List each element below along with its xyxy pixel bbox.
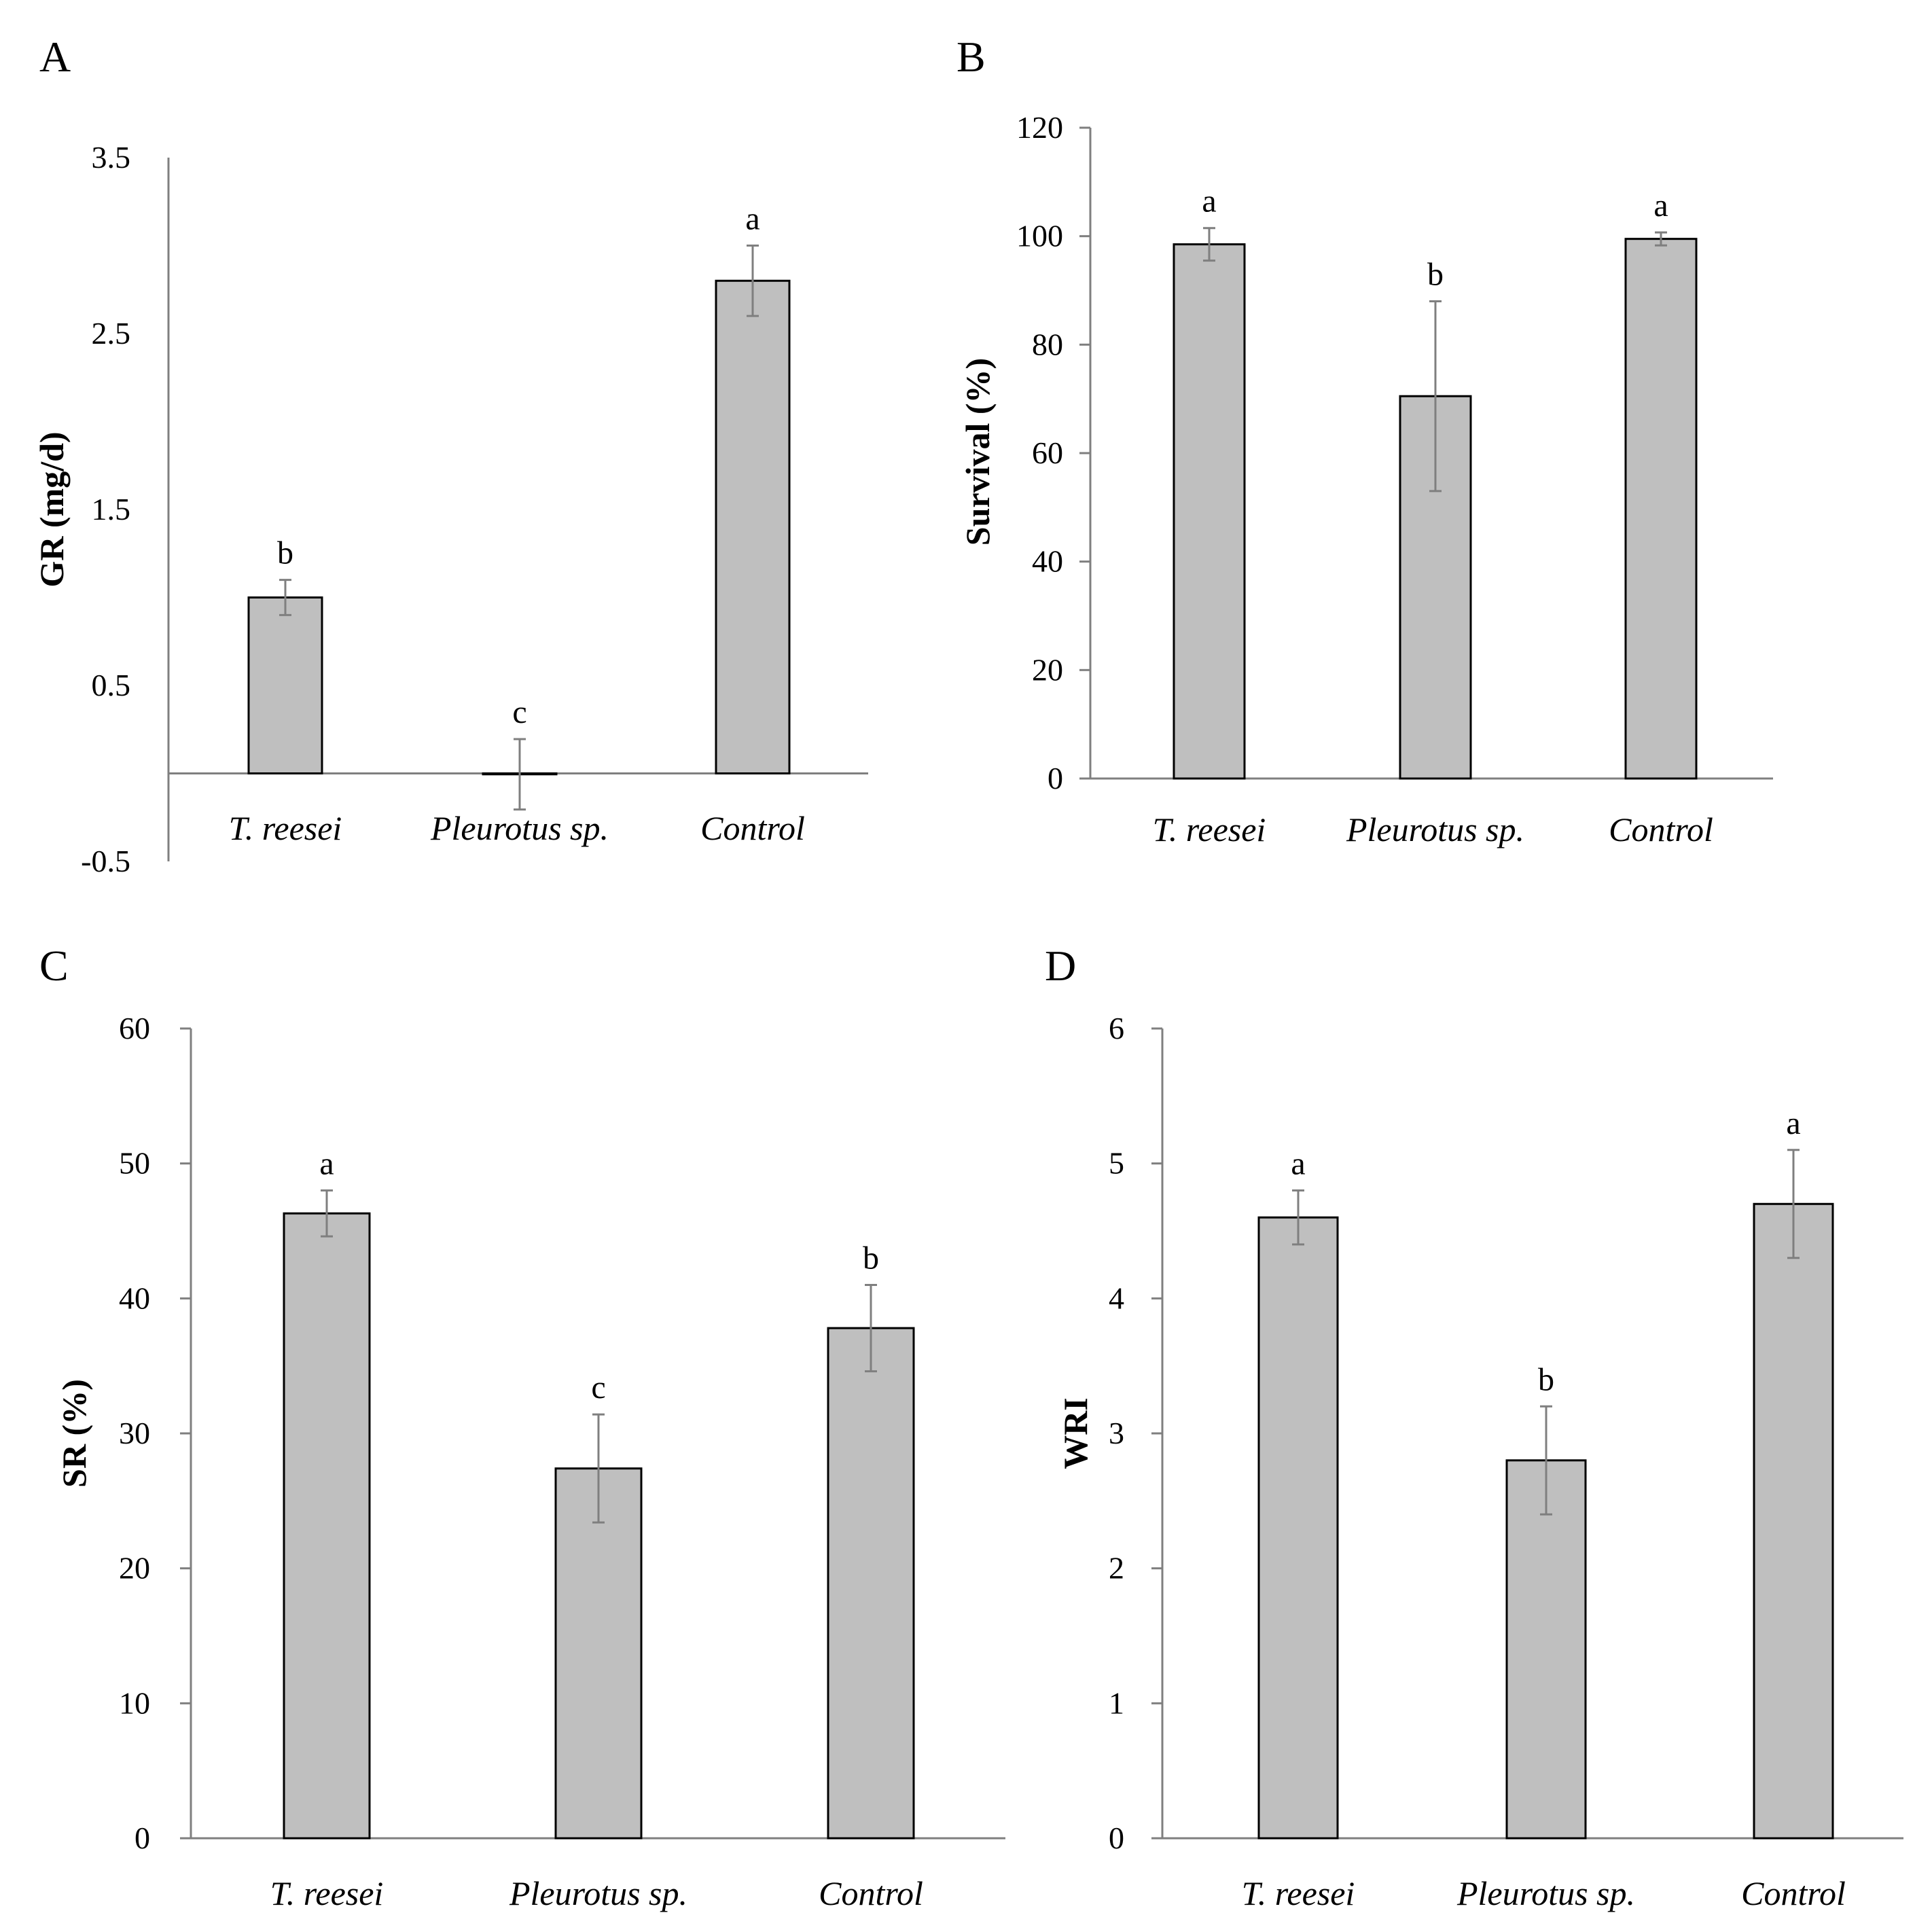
y-axis-title: Survival (%) bbox=[959, 358, 997, 545]
bar bbox=[1624, 238, 1698, 780]
y-tick-label: 20 bbox=[1032, 652, 1063, 687]
x-category-label: Control bbox=[1741, 1874, 1846, 1912]
panel-c: C SR (%) 0 10 20 30 40 50 60 a T. reesei c Pleurotus… bbox=[39, 942, 1005, 1912]
significance-label: a bbox=[1291, 1145, 1305, 1181]
y-axis-title: SR (%) bbox=[55, 1379, 93, 1488]
significance-label: a bbox=[1653, 187, 1668, 223]
bar bbox=[1505, 1459, 1587, 1840]
bar bbox=[1173, 243, 1246, 780]
x-category-label: Pleurotus sp. bbox=[509, 1874, 687, 1912]
y-tick-label: 0.5 bbox=[92, 668, 131, 702]
y-tick-label: 40 bbox=[119, 1281, 150, 1315]
y-tick-label: 60 bbox=[1032, 435, 1063, 470]
panel-letter: D bbox=[1045, 942, 1076, 990]
panel-b: B Survival (%) 0 20 40 60 80 100 120 a T. reesei b P… bbox=[956, 33, 1773, 848]
y-tick-label: 4 bbox=[1109, 1281, 1124, 1315]
x-category-label: Pleurotus sp. bbox=[1456, 1874, 1635, 1912]
panel-letter: C bbox=[39, 942, 69, 990]
y-tick-label: 6 bbox=[1109, 1011, 1124, 1045]
y-tick-label: 5 bbox=[1109, 1146, 1124, 1181]
x-category-label: T. reesei bbox=[1242, 1874, 1355, 1912]
x-category-label: Pleurotus sp. bbox=[430, 809, 609, 847]
significance-label: a bbox=[319, 1145, 334, 1181]
bar bbox=[1753, 1202, 1834, 1840]
significance-label: a bbox=[1786, 1105, 1800, 1141]
y-tick-label: 2.5 bbox=[92, 316, 131, 351]
y-tick-label: 0 bbox=[1109, 1821, 1124, 1855]
y-tick-label: 50 bbox=[119, 1146, 150, 1181]
y-tick-label: -0.5 bbox=[81, 844, 130, 878]
y-tick-label: 1 bbox=[1109, 1685, 1124, 1720]
y-tick-label: 60 bbox=[119, 1011, 150, 1045]
x-category-label: T. reesei bbox=[229, 809, 342, 847]
bar bbox=[715, 279, 791, 774]
x-category-label: Control bbox=[700, 809, 805, 847]
x-category-label: T. reesei bbox=[1153, 810, 1266, 848]
y-tick-label: 3.5 bbox=[92, 140, 131, 175]
y-tick-label: 40 bbox=[1032, 544, 1063, 579]
significance-label: b bbox=[1427, 256, 1444, 292]
significance-label: c bbox=[591, 1370, 605, 1406]
significance-label: c bbox=[512, 694, 526, 730]
bar bbox=[554, 1467, 643, 1840]
bar bbox=[827, 1327, 915, 1840]
y-tick-label: 1.5 bbox=[92, 492, 131, 526]
bar bbox=[1399, 395, 1472, 780]
bar bbox=[247, 596, 323, 774]
x-category-label: Pleurotus sp. bbox=[1346, 810, 1524, 848]
y-tick-label: 0 bbox=[1048, 761, 1063, 795]
x-category-label: Control bbox=[819, 1874, 923, 1912]
y-tick-label: 120 bbox=[1016, 110, 1063, 145]
significance-label: b bbox=[863, 1240, 879, 1276]
x-category-label: T. reesei bbox=[270, 1874, 384, 1912]
y-tick-label: 10 bbox=[119, 1685, 150, 1720]
y-tick-label: 3 bbox=[1109, 1416, 1124, 1450]
panel-a: A GR (mg/d) -0.5 0.5 1.5 2.5 3.5 b T. reesei c Ple… bbox=[33, 33, 868, 878]
x-category-label: Control bbox=[1609, 810, 1713, 848]
y-axis-title: GR (mg/d) bbox=[33, 431, 71, 587]
y-tick-label: 100 bbox=[1016, 219, 1063, 253]
significance-label: a bbox=[1202, 183, 1216, 219]
panel-letter: A bbox=[39, 33, 71, 81]
panel-d: D WRI 0 1 2 3 4 5 6 a T. reesei b Pleurotus sp. a Cont… bbox=[1045, 942, 1903, 1912]
bar bbox=[1257, 1216, 1339, 1840]
y-tick-label: 0 bbox=[135, 1821, 150, 1855]
y-tick-label: 80 bbox=[1032, 327, 1063, 361]
panel-letter: B bbox=[956, 33, 986, 81]
bar bbox=[283, 1212, 371, 1840]
significance-label: b bbox=[1538, 1361, 1554, 1397]
significance-label: a bbox=[745, 201, 759, 237]
significance-label: b bbox=[277, 535, 293, 571]
y-axis-title: WRI bbox=[1056, 1397, 1094, 1469]
y-tick-label: 2 bbox=[1109, 1551, 1124, 1586]
y-tick-label: 20 bbox=[119, 1551, 150, 1586]
y-tick-label: 30 bbox=[119, 1416, 150, 1450]
